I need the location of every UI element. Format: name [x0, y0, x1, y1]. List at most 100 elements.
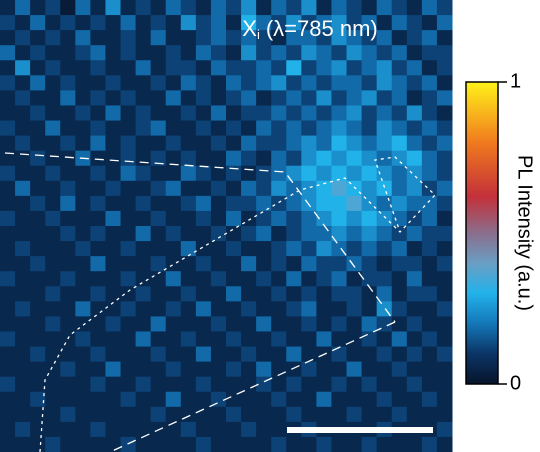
heatmap-cell [271, 150, 287, 167]
heatmap-cell [30, 436, 46, 452]
heatmap-cell [226, 180, 242, 197]
heatmap-cell [361, 105, 378, 122]
heatmap-cell [60, 406, 76, 423]
heatmap-cell [45, 226, 61, 242]
heatmap-cell [120, 226, 137, 242]
heatmap-cell [256, 15, 272, 31]
heatmap-cell [331, 15, 348, 31]
heatmap-cell [0, 150, 16, 167]
heatmap-cell [271, 15, 287, 31]
heatmap-cell [30, 361, 46, 378]
heatmap-cell [241, 105, 257, 122]
heatmap-cell [286, 15, 302, 31]
heatmap-cell [135, 391, 152, 408]
heatmap-cell [421, 346, 438, 363]
heatmap-cell [75, 105, 91, 122]
heatmap-cell [226, 45, 242, 61]
heatmap-cell [90, 346, 106, 363]
heatmap-cell [301, 15, 317, 31]
heatmap-cell [45, 90, 61, 106]
heatmap-cell [210, 210, 227, 227]
heatmap-cell [60, 0, 76, 16]
heatmap-cell [436, 256, 453, 272]
heatmap-cell [165, 346, 182, 363]
heatmap-cell [90, 30, 106, 46]
heatmap-cell [241, 195, 257, 212]
heatmap-cell [331, 226, 348, 242]
heatmap-cell [241, 436, 257, 452]
heatmap-cell [391, 150, 408, 167]
heatmap-cell [180, 75, 197, 91]
heatmap-cell [90, 316, 106, 332]
heatmap-cell [180, 135, 197, 152]
heatmap-cell [346, 90, 363, 106]
heatmap-cell [90, 436, 106, 452]
heatmap-cell [165, 180, 182, 197]
heatmap-cell [150, 165, 167, 182]
heatmap-cell [105, 165, 122, 182]
heatmap-cell [316, 195, 332, 212]
heatmap-cell [376, 436, 393, 452]
heatmap-cell [60, 391, 76, 408]
heatmap-cell [45, 346, 61, 363]
heatmap-cell [226, 195, 242, 212]
heatmap-cell [421, 90, 438, 106]
heatmap-cell [406, 271, 423, 287]
heatmap-cell [226, 301, 242, 317]
heatmap-cell [180, 271, 197, 287]
heatmap-cell [120, 391, 137, 408]
heatmap-cell [301, 226, 317, 242]
heatmap-cell [105, 421, 122, 438]
heatmap-cell [165, 0, 182, 16]
heatmap-cell [180, 226, 197, 242]
heatmap-cell [256, 436, 272, 452]
heatmap-cell [195, 286, 212, 302]
heatmap-cell [406, 180, 423, 197]
heatmap-cell [331, 376, 348, 393]
heatmap-cell [421, 256, 438, 272]
heatmap-cell [391, 241, 408, 257]
heatmap-cell [256, 421, 272, 438]
heatmap-cell [195, 195, 212, 212]
heatmap-cell [165, 226, 182, 242]
heatmap-cell [316, 331, 332, 348]
heatmap-cell [301, 90, 317, 106]
heatmap-cell [331, 256, 348, 272]
heatmap-cell [226, 346, 242, 363]
heatmap-cell [180, 195, 197, 212]
heatmap-cell [346, 436, 363, 452]
heatmap-cell [421, 376, 438, 393]
heatmap-cell [210, 135, 227, 152]
heatmap-cell [60, 210, 76, 227]
heatmap-cell [241, 210, 257, 227]
heatmap-cell [15, 135, 31, 152]
heatmap-cell [120, 0, 137, 16]
heatmap-cell [120, 271, 137, 287]
heatmap-cell [105, 226, 122, 242]
heatmap-cell [271, 316, 287, 332]
heatmap-cell [210, 30, 227, 46]
heatmap-cell [210, 256, 227, 272]
heatmap-cell [90, 0, 106, 16]
heatmap-cell [165, 135, 182, 152]
heatmap-cell [346, 256, 363, 272]
heatmap-cell [346, 301, 363, 317]
heatmap-cell [421, 30, 438, 46]
heatmap-cell [105, 361, 122, 378]
heatmap-cell [150, 15, 167, 31]
heatmap-cell [165, 331, 182, 348]
heatmap [0, 0, 453, 452]
heatmap-cell [150, 90, 167, 106]
heatmap-cell [391, 0, 408, 16]
heatmap-cell [165, 90, 182, 106]
heatmap-cell [45, 45, 61, 61]
heatmap-cell [421, 361, 438, 378]
heatmap-cell [75, 90, 91, 106]
heatmap-cell [226, 226, 242, 242]
heatmap-cell [361, 346, 378, 363]
heatmap-cell [346, 316, 363, 332]
heatmap-cell [165, 301, 182, 317]
scale-bar [287, 427, 433, 433]
heatmap-cell [271, 271, 287, 287]
heatmap-cell [180, 45, 197, 61]
